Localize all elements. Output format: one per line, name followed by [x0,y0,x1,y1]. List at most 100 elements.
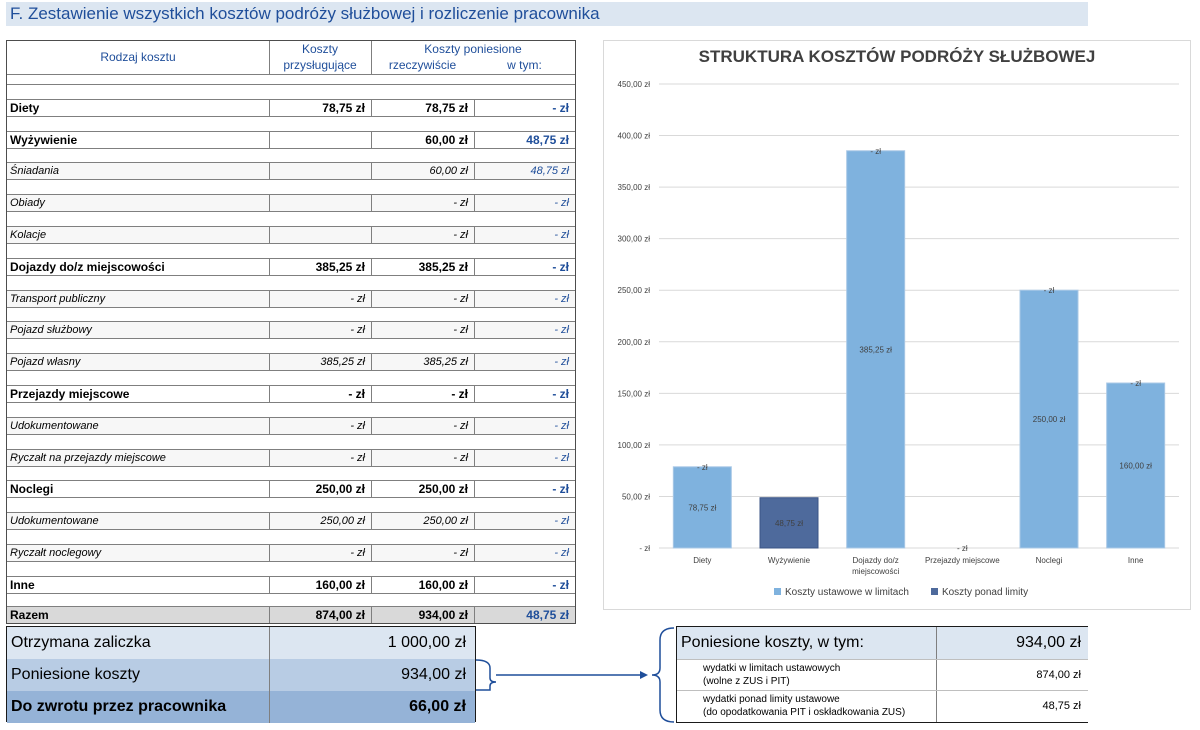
cost-structure-chart: STRUKTURA KOSZTÓW PODRÓŻY SŁUŻBOWEJ - zł… [603,40,1191,610]
entitled-cost-cell: - zł [269,543,371,561]
cost-type-cell: Inne [7,575,269,593]
legend-item-within-limits: Koszty ustawowe w limitach [774,587,909,598]
data-label: - zł [870,147,881,156]
x-tick-label: miejscowości [852,567,899,576]
bar [759,497,819,549]
cost-type-cell: Razem [7,605,269,623]
actual-cost-cell: - zł [371,225,474,243]
over-limit-cell: - zł [474,543,575,561]
table-row: Przejazdy miejscowe - zł - zł - zł [7,371,575,403]
actual-cost-cell: 385,25 zł [371,353,474,371]
breakdown-row-over-limits: wydatki ponad limity ustawowe (do opodatk… [677,690,1089,722]
x-tick-label: Wyżywienie [768,556,811,565]
entitled-cost-cell: 385,25 zł [269,257,371,275]
chart-legend: Koszty ustawowe w limitach Koszty ponad … [774,587,1028,598]
cost-type-cell: Noclegi [7,480,269,497]
actual-cost-cell: - zł [371,543,474,561]
data-label: 160,00 zł [1119,462,1152,471]
bar [846,150,906,549]
data-label: 48,75 zł [775,519,803,528]
header-actual: rzeczywiście [388,58,457,72]
over-limit-cell: 48,75 zł [474,162,575,180]
header-cost-type: Rodzaj kosztu [100,50,176,64]
bar [1019,289,1079,549]
legend-label: Koszty ustawowe w limitach [785,587,909,598]
over-limit-cell: - zł [474,257,575,275]
table-row: Kolacje - zł - zł [7,212,575,244]
x-tick-label: Noclegi [1036,556,1063,565]
summary-label: Poniesione koszty [11,666,140,683]
x-tick-label: Inne [1128,556,1144,565]
y-tick-label: 150,00 zł [618,389,651,398]
table-body: Diety 78,75 zł 78,75 zł - zł Wyżywienie 60,00… [7,85,575,623]
table-row: Pojazd służbowy - zł - zł - zł [7,308,575,340]
breakdown-header-value: 934,00 zł [936,627,1089,659]
y-tick-label: 50,00 zł [622,492,650,501]
breakdown-label-line2: (wolne z ZUS i PIT) [703,676,790,687]
over-limit-cell: - zł [474,321,575,339]
breakdown-label-line2: (do opodatkowania PIT i oskładkowania ZU… [703,707,906,718]
y-tick-label: - zł [639,544,650,553]
cost-type-cell: Udokumentowane [7,416,269,434]
summary-value: 934,00 zł [269,659,474,691]
breakdown-row-value: 48,75 zł [936,691,1089,722]
y-tick-label: 450,00 zł [618,80,651,89]
breakdown-header-label: Poniesione koszty, w tym: [681,634,864,651]
actual-cost-cell: - zł [371,384,474,402]
entitled-cost-cell: 385,25 zł [269,353,371,371]
data-label: 78,75 zł [688,503,716,512]
header-entitled-line2: przysługujące [283,58,357,72]
breakdown-row-label: wydatki w limitach ustawowych (wolne z ZU… [703,662,840,688]
over-limit-cell: - zł [474,384,575,402]
over-limit-cell: - zł [474,98,575,116]
x-tick-label: Diety [693,556,711,565]
actual-cost-cell: 60,00 zł [371,130,474,148]
over-limit-cell: 48,75 zł [474,130,575,148]
data-label: 250,00 zł [1033,415,1066,424]
over-limit-cell: 48,75 zł [474,605,575,623]
table-row: Noclegi 250,00 zł 250,00 zł - zł [7,467,575,499]
table-row: Śniadania 60,00 zł 48,75 zł [7,149,575,181]
y-tick-label: 400,00 zł [618,132,651,141]
table-row: Inne 160,00 zł 160,00 zł - zł [7,562,575,594]
settlement-summary: Otrzymana zaliczka 1 000,00 zł Poniesion… [6,626,476,723]
table-row: Udokumentowane - zł - zł - zł [7,403,575,435]
summary-value: 1 000,00 zł [269,627,474,659]
entitled-cost-cell: - zł [269,384,371,402]
actual-cost-cell: 60,00 zł [371,162,474,180]
bar [672,466,732,549]
chart-title: STRUKTURA KOSZTÓW PODRÓŻY SŁUŻBOWEJ [698,47,1096,66]
summary-label: Do zwrotu przez pracownika [11,698,227,715]
cost-type-cell: Transport publiczny [7,289,269,307]
data-label: - zł [1130,379,1141,388]
over-limit-cell: - zł [474,225,575,243]
data-label: 385,25 zł [859,345,892,354]
cost-type-cell: Wyżywienie [7,130,269,148]
entitled-cost-cell: - zł [269,289,371,307]
summary-row-advance: Otrzymana zaliczka 1 000,00 zł [7,627,475,659]
actual-cost-cell: - zł [371,289,474,307]
actual-cost-cell: 250,00 zł [371,480,474,498]
over-limit-cell: - zł [474,289,575,307]
table-header: Rodzaj kosztu Koszty przysługujące Koszt… [7,41,575,75]
table-row: Wyżywienie 60,00 zł 48,75 zł [7,117,575,149]
actual-cost-cell: - zł [371,448,474,466]
entitled-cost-cell [269,225,371,243]
actual-cost-cell: 250,00 zł [371,512,474,530]
entitled-cost-cell: 250,00 zł [269,480,371,498]
cost-type-cell: Udokumentowane [7,512,269,530]
section-title: F. Zestawienie wszystkich kosztów podróż… [6,2,1088,26]
table-row: Udokumentowane 250,00 zł 250,00 zł - zł [7,498,575,531]
actual-cost-cell: 385,25 zł [371,257,474,275]
breakdown-row-label: wydatki ponad limity ustawowe (do opodatk… [703,693,905,719]
table-row: Diety 78,75 zł 78,75 zł - zł [7,85,575,117]
cost-type-cell: Pojazd służbowy [7,321,269,339]
header-divider [371,41,372,75]
summary-label: Otrzymana zaliczka [11,634,151,651]
data-label: - zł [1044,286,1055,295]
entitled-cost-cell: - zł [269,321,371,339]
cost-type-cell: Dojazdy do/z miejscowości [7,257,269,275]
summary-row-refund: Do zwrotu przez pracownika 66,00 zł [7,691,475,723]
table-row: Obiady - zł - zł [7,180,575,213]
entitled-cost-cell [269,194,371,212]
